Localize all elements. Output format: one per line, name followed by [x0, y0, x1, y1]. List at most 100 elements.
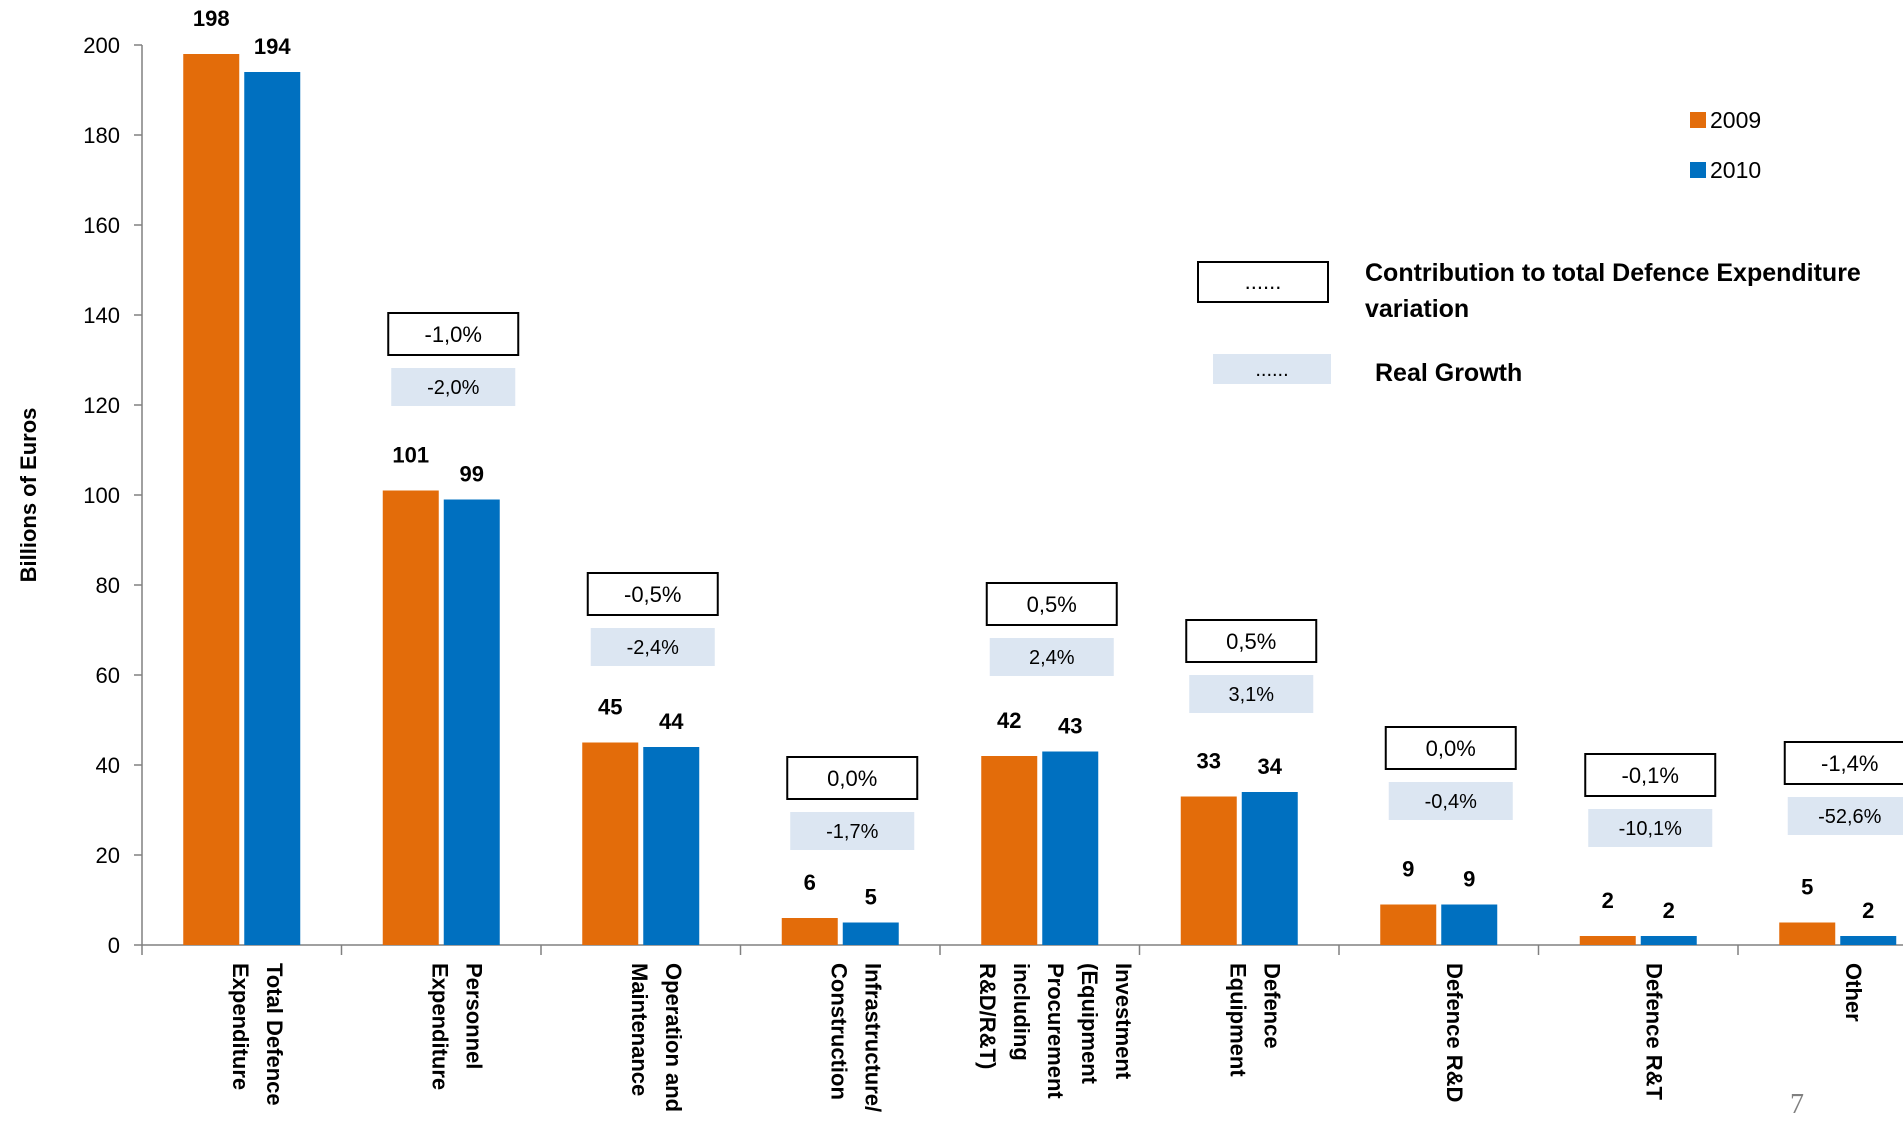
- real-growth-box: [1189, 675, 1314, 713]
- data-label-2010: 44: [659, 709, 684, 734]
- legend-label-2010: 2010: [1710, 157, 1761, 183]
- real-growth-box: [790, 812, 915, 850]
- real-growth-value: -1,7%: [826, 821, 878, 843]
- data-label-2010: 2: [1663, 898, 1675, 923]
- data-label-2009: 45: [598, 695, 622, 720]
- x-category-label-line: Equipment: [1225, 963, 1250, 1077]
- contribution-box: [985, 582, 1118, 626]
- data-label-2010: 194: [254, 34, 291, 59]
- bar-2010: [1640, 936, 1697, 945]
- bar-2010: [244, 72, 301, 945]
- y-tick-label: 80: [96, 573, 120, 598]
- contribution-value: -0,1%: [1622, 763, 1679, 788]
- bar-2009: [582, 742, 639, 945]
- data-label-2009: 198: [193, 6, 230, 31]
- data-label-2009: 101: [392, 443, 429, 468]
- y-tick-label: 120: [83, 393, 120, 418]
- data-label-2010: 34: [1258, 754, 1283, 779]
- data-label-2009: 6: [804, 870, 816, 895]
- bar-2009: [1380, 904, 1437, 945]
- data-label-2010: 5: [865, 885, 877, 910]
- real-growth-value: -52,6%: [1818, 806, 1882, 828]
- real-growth-value: -2,4%: [627, 637, 679, 659]
- page-number: 7: [1790, 1089, 1804, 1120]
- y-tick-label: 140: [83, 303, 120, 328]
- contribution-box: [586, 572, 719, 616]
- bar-2009: [183, 54, 240, 945]
- data-label-2010: 9: [1463, 867, 1475, 892]
- data-label-2010: 2: [1862, 898, 1874, 923]
- x-category-label-line: Defence: [1259, 963, 1284, 1049]
- bar-2009: [981, 756, 1038, 945]
- real-growth-box: [1787, 797, 1903, 835]
- x-category-label-line: (Equipment: [1077, 963, 1102, 1085]
- real-growth-box: [590, 628, 715, 666]
- x-category-label: Total Defence Expenditure: [228, 963, 287, 1106]
- x-category-label-line: Investment: [1111, 963, 1136, 1080]
- bar-2009: [1779, 922, 1836, 945]
- y-tick-label: 180: [83, 123, 120, 148]
- x-category-label-line: Expenditure: [427, 963, 452, 1090]
- data-label-2010: 43: [1058, 714, 1082, 739]
- contribution-value: -0,5%: [624, 582, 681, 607]
- bar-2009: [382, 490, 439, 945]
- key-real-growth-placeholder: ......: [1255, 359, 1288, 381]
- key-contribution-box: [1197, 261, 1329, 303]
- y-tick-label: 100: [83, 483, 120, 508]
- contribution-box: [1584, 753, 1717, 797]
- bar-2010: [443, 499, 500, 945]
- key-contribution-label-line: variation: [1365, 295, 1469, 323]
- x-category-label-line: Maintenance: [627, 963, 652, 1096]
- contribution-box: [1783, 741, 1903, 785]
- real-growth-box: [989, 638, 1114, 676]
- bar-2010: [1840, 936, 1897, 945]
- bar-2009: [781, 918, 838, 945]
- bar-2010: [842, 922, 899, 945]
- real-growth-value: -2,0%: [427, 377, 479, 399]
- x-category-label: Investment (Equipment Procurement including…: [975, 963, 1136, 1099]
- legend-swatch-2010: [1690, 162, 1706, 178]
- contribution-value: 0,0%: [827, 766, 877, 791]
- x-category-label-line: Defence R&T: [1641, 963, 1666, 1100]
- contribution-box: [387, 312, 520, 356]
- x-category-label-line: Infrastructure/: [860, 963, 885, 1112]
- data-label-2009: 5: [1801, 875, 1813, 900]
- y-tick-label: 60: [96, 663, 120, 688]
- real-growth-value: -0,4%: [1425, 791, 1477, 813]
- x-category-label-line: Expenditure: [228, 963, 253, 1090]
- x-category-label-line: Other: [1841, 963, 1866, 1022]
- x-category-label-line: including: [1009, 963, 1034, 1061]
- x-category-label-line: Personnel: [461, 963, 486, 1069]
- bar-2009: [1579, 936, 1636, 945]
- real-growth-box: [391, 368, 516, 406]
- x-category-label: Other: [1841, 963, 1866, 1022]
- real-growth-value: -10,1%: [1619, 818, 1683, 840]
- bar-2010: [643, 747, 700, 945]
- x-category-label-line: Operation and: [661, 963, 686, 1112]
- contribution-value: -1,0%: [425, 322, 482, 347]
- data-label-2009: 2: [1602, 888, 1614, 913]
- real-growth-box: [1388, 782, 1513, 820]
- real-growth-value: 3,1%: [1228, 684, 1274, 706]
- legend-label-2009: 2009: [1710, 107, 1761, 133]
- x-category-label-line: Construction: [826, 963, 851, 1100]
- key-contribution-label: Contribution to total Defence Expenditur…: [1365, 259, 1861, 323]
- bar-2009: [1180, 796, 1237, 945]
- bar-2010: [1241, 792, 1298, 945]
- x-category-label: Defence Equipment: [1225, 963, 1284, 1077]
- contribution-value: 0,0%: [1426, 736, 1476, 761]
- x-category-label: Personnel Expenditure: [427, 963, 486, 1090]
- data-label-2009: 33: [1197, 749, 1221, 774]
- bar-2010: [1042, 751, 1099, 945]
- key-real-growth-label: Real Growth: [1375, 359, 1522, 387]
- key-contribution-label-line: Contribution to total Defence Expenditur…: [1365, 259, 1861, 287]
- real-growth-value: 2,4%: [1029, 647, 1075, 669]
- y-tick-label: 200: [83, 33, 120, 58]
- x-category-label: Defence R&T: [1641, 963, 1666, 1100]
- contribution-box: [1185, 619, 1318, 663]
- y-tick-label: 0: [108, 933, 120, 958]
- contribution-box: [1384, 726, 1517, 770]
- x-category-label: Infrastructure/Construction: [826, 963, 885, 1112]
- y-tick-label: 20: [96, 843, 120, 868]
